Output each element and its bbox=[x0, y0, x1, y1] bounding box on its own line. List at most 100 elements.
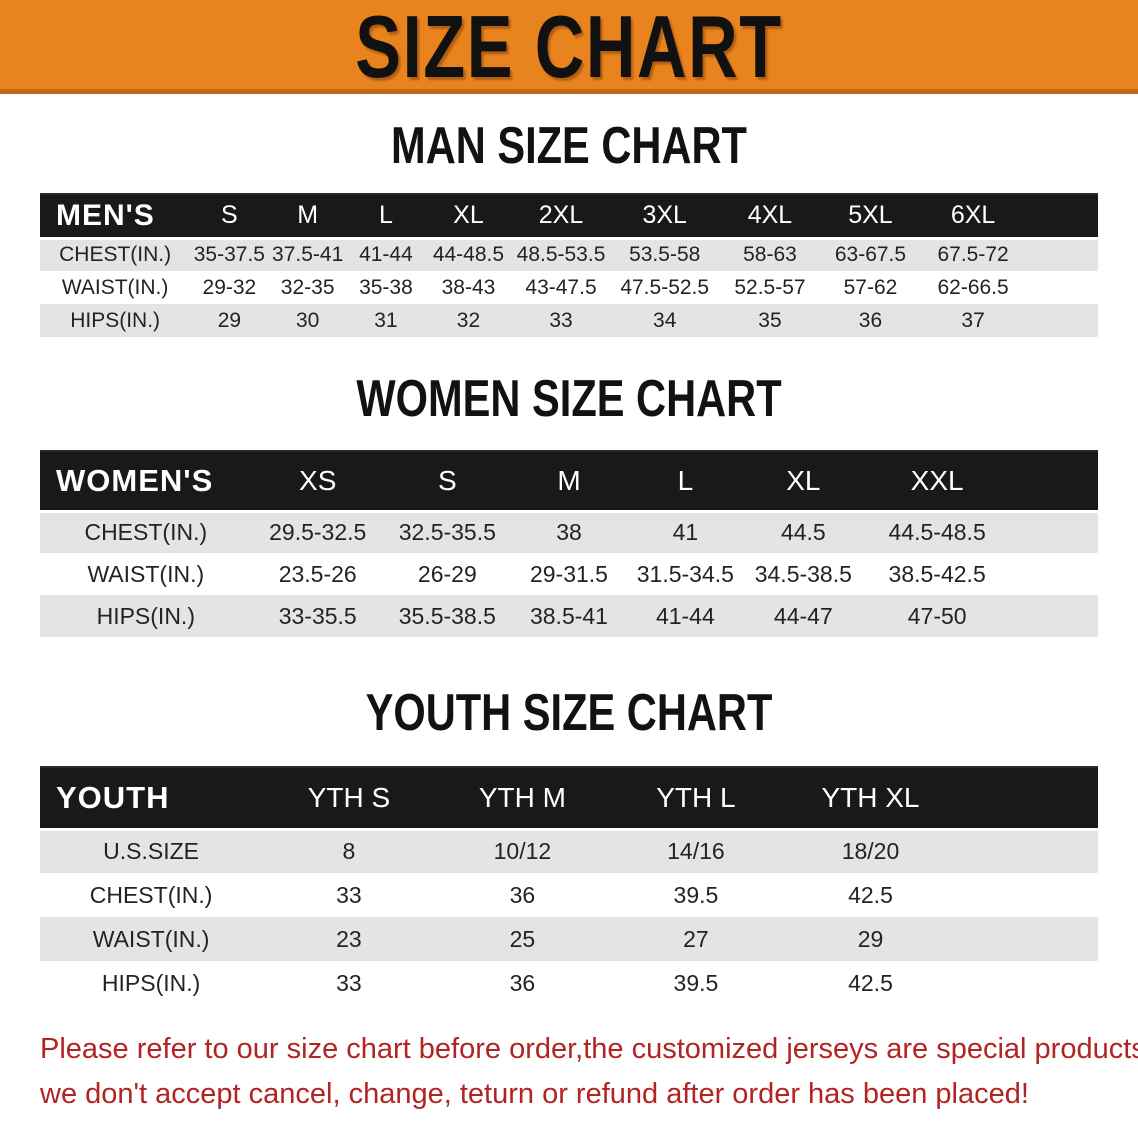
size-cell: 32 bbox=[456, 308, 481, 332]
size-cell: 29.5-32.5 bbox=[269, 519, 367, 546]
size-cell: 52.5-57 bbox=[734, 275, 806, 299]
size-cell: 18/20 bbox=[841, 838, 900, 865]
row-label: HIPS(IN.) bbox=[70, 308, 161, 332]
column-header: XXL bbox=[863, 450, 1012, 513]
row-filler bbox=[1011, 553, 1098, 595]
size-cell: 34 bbox=[653, 308, 677, 332]
row-label: HIPS(IN.) bbox=[101, 969, 201, 996]
table-row: CHEST(IN.) 33 36 39.5 42.5 bbox=[40, 873, 1098, 917]
column-header: L bbox=[346, 193, 426, 240]
size-cell: 42.5 bbox=[848, 969, 893, 996]
row-filler bbox=[958, 917, 1098, 961]
header-filler bbox=[1011, 450, 1098, 513]
size-cell: 36 bbox=[509, 969, 536, 996]
size-cell: 36 bbox=[509, 881, 536, 908]
column-header: 6XL bbox=[920, 193, 1026, 240]
column-header: 5XL bbox=[820, 193, 921, 240]
banner: SIZE CHART bbox=[0, 0, 1138, 94]
table-row: U.S.SIZE 8 10/12 14/16 18/20 bbox=[40, 829, 1098, 873]
man-size-section: MAN SIZE CHART MEN'S S M L XL 2XL 3XL 4XL 5XL 6XL… bbox=[0, 118, 1138, 337]
row-filler bbox=[1026, 271, 1098, 304]
size-cell: 38.5-42.5 bbox=[888, 560, 986, 587]
column-header: 3XL bbox=[610, 193, 720, 240]
column-header: 2XL bbox=[511, 193, 611, 240]
column-header: L bbox=[627, 450, 744, 513]
column-header: YTH XL bbox=[782, 766, 959, 831]
size-cell: 47.5-52.5 bbox=[620, 275, 710, 299]
size-cell: 36 bbox=[858, 308, 883, 332]
row-filler bbox=[958, 829, 1098, 873]
column-header: XL bbox=[425, 193, 512, 240]
size-cell: 32.5-35.5 bbox=[398, 519, 496, 546]
column-header: YTH S bbox=[262, 766, 436, 831]
size-cell: 33 bbox=[549, 308, 573, 332]
size-cell: 34.5-38.5 bbox=[754, 560, 852, 587]
row-label: CHEST(IN.) bbox=[84, 519, 208, 546]
size-cell: 58-63 bbox=[743, 243, 797, 267]
disclaimer: Please refer to our size chart before or… bbox=[40, 1027, 1138, 1117]
size-cell: 41-44 bbox=[655, 602, 715, 629]
row-label: HIPS(IN.) bbox=[96, 602, 195, 629]
row-filler bbox=[1026, 304, 1098, 337]
size-cell: 62-66.5 bbox=[937, 275, 1009, 299]
size-cell: 33 bbox=[336, 881, 362, 908]
table-row: WAIST(IN.) 23.5-26 26-29 29-31.5 31.5-34.5 34… bbox=[40, 553, 1098, 595]
disclaimer-line-1: Please refer to our size chart before or… bbox=[40, 1033, 1138, 1065]
row-filler bbox=[958, 873, 1098, 917]
table-row: HIPS(IN.) 33-35.5 35.5-38.5 38.5-41 41-44 44-… bbox=[40, 595, 1098, 637]
table-row: CHEST(IN.) 29.5-32.5 32.5-35.5 38 41 44.5 44.5… bbox=[40, 511, 1098, 553]
size-cell: 42.5 bbox=[848, 881, 893, 908]
size-cell: 26-29 bbox=[417, 560, 477, 587]
youth-size-table: YOUTH YTH S YTH M YTH L YTH XL U.S.SIZE 8 10/12… bbox=[40, 766, 1098, 1005]
row-filler bbox=[1011, 511, 1098, 553]
column-header: XL bbox=[743, 450, 864, 513]
header-row: WOMEN'S XS S M L XL XXL bbox=[40, 450, 1098, 513]
size-cell: 39.5 bbox=[673, 881, 719, 908]
size-cell: 8 bbox=[342, 838, 356, 865]
size-cell: 57-62 bbox=[843, 275, 898, 299]
size-cell: 41-44 bbox=[359, 243, 413, 267]
header-filler bbox=[958, 766, 1098, 831]
size-cell: 63-67.5 bbox=[834, 243, 907, 267]
table-row: HIPS(IN.) 33 36 39.5 42.5 bbox=[40, 961, 1098, 1005]
size-cell: 35.5-38.5 bbox=[398, 602, 496, 629]
size-cell: 44.5-48.5 bbox=[888, 519, 986, 546]
header-row: MEN'S S M L XL 2XL 3XL 4XL 5XL 6XL bbox=[40, 193, 1098, 240]
size-cell: 37.5-41 bbox=[272, 243, 344, 267]
mens-size-table: MEN'S S M L XL 2XL 3XL 4XL 5XL 6XL CHEST(IN.) 35-37… bbox=[40, 193, 1098, 337]
row-filler bbox=[1011, 595, 1098, 637]
size-cell: 29-32 bbox=[202, 275, 257, 299]
column-header: XS bbox=[251, 450, 384, 513]
header-row: YOUTH YTH S YTH M YTH L YTH XL bbox=[40, 766, 1098, 831]
size-cell: 44.5 bbox=[780, 519, 826, 546]
size-cell: 53.5-58 bbox=[629, 243, 701, 267]
size-cell: 25 bbox=[509, 925, 536, 952]
size-cell: 29-31.5 bbox=[529, 560, 608, 587]
size-cell: 35 bbox=[758, 308, 782, 332]
group-label: WOMEN'S bbox=[40, 450, 252, 513]
women-section-heading: WOMEN SIZE CHART bbox=[356, 370, 782, 428]
size-cell: 35-38 bbox=[359, 275, 413, 299]
table-row: WAIST(IN.) 23 25 27 29 bbox=[40, 917, 1098, 961]
row-label: U.S.SIZE bbox=[103, 838, 200, 865]
column-header: S bbox=[383, 450, 511, 513]
women-size-section: WOMEN SIZE CHART WOMEN'S XS S M L XL XXL CHEST(… bbox=[0, 371, 1138, 637]
column-header: YTH M bbox=[435, 766, 610, 831]
size-cell: 35-37.5 bbox=[193, 243, 265, 267]
size-cell: 44-47 bbox=[773, 602, 833, 629]
column-header: S bbox=[190, 193, 269, 240]
row-filler bbox=[958, 961, 1098, 1005]
size-cell: 14/16 bbox=[667, 838, 725, 865]
size-cell: 33-35.5 bbox=[278, 602, 357, 629]
group-label: MEN'S bbox=[40, 193, 191, 240]
table-row: WAIST(IN.) 29-32 32-35 35-38 38-43 43-47.5 47.… bbox=[40, 271, 1098, 304]
header-filler bbox=[1025, 193, 1098, 240]
size-cell: 31 bbox=[374, 308, 398, 332]
size-cell: 27 bbox=[683, 925, 709, 952]
size-cell: 29 bbox=[857, 925, 884, 952]
size-cell: 38 bbox=[556, 519, 582, 546]
column-header: YTH L bbox=[609, 766, 783, 831]
size-cell: 31.5-34.5 bbox=[636, 560, 734, 587]
size-cell: 38-43 bbox=[441, 275, 496, 299]
banner-title: SIZE CHART bbox=[355, 0, 783, 94]
